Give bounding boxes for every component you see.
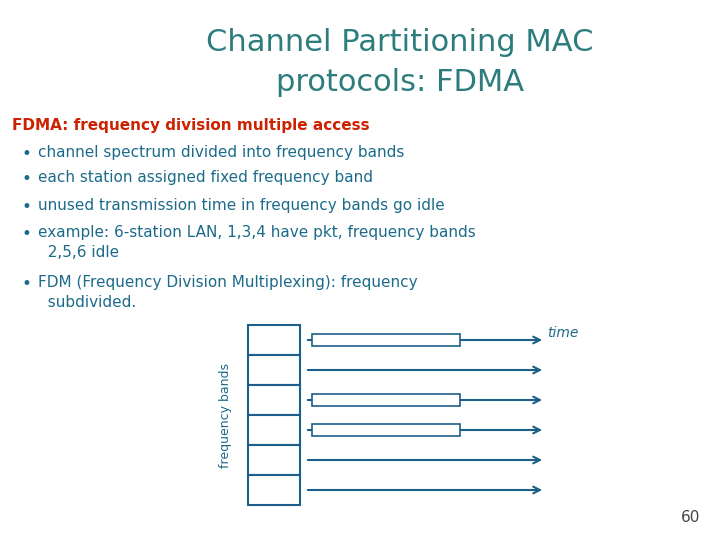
- Text: FDM (Frequency Division Multiplexing): frequency
  subdivided.: FDM (Frequency Division Multiplexing): f…: [38, 275, 418, 310]
- Bar: [248, 385, 300, 415]
- Text: FDMA: frequency division multiple access: FDMA: frequency division multiple access: [12, 118, 369, 133]
- Text: protocols: FDMA: protocols: FDMA: [276, 68, 524, 97]
- Text: •: •: [22, 145, 32, 163]
- Bar: [248, 325, 300, 355]
- Bar: [248, 445, 300, 475]
- Text: unused transmission time in frequency bands go idle: unused transmission time in frequency ba…: [38, 198, 445, 213]
- Bar: [312, 424, 460, 436]
- Text: Channel Partitioning MAC: Channel Partitioning MAC: [206, 28, 594, 57]
- Text: example: 6-station LAN, 1,3,4 have pkt, frequency bands
  2,5,6 idle: example: 6-station LAN, 1,3,4 have pkt, …: [38, 225, 476, 260]
- Text: •: •: [22, 275, 32, 293]
- Bar: [248, 475, 300, 505]
- Bar: [312, 394, 460, 406]
- Text: •: •: [22, 170, 32, 188]
- Text: •: •: [22, 225, 32, 243]
- Bar: [248, 355, 300, 385]
- Text: channel spectrum divided into frequency bands: channel spectrum divided into frequency …: [38, 145, 405, 160]
- Text: •: •: [22, 198, 32, 216]
- Text: time: time: [547, 326, 578, 340]
- Text: 60: 60: [680, 510, 700, 525]
- Bar: [248, 415, 300, 445]
- Bar: [312, 334, 460, 346]
- Text: frequency bands: frequency bands: [220, 362, 233, 468]
- Text: each station assigned fixed frequency band: each station assigned fixed frequency ba…: [38, 170, 373, 185]
